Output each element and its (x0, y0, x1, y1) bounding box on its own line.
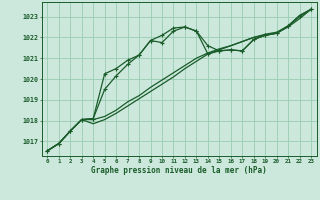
X-axis label: Graphe pression niveau de la mer (hPa): Graphe pression niveau de la mer (hPa) (91, 166, 267, 175)
